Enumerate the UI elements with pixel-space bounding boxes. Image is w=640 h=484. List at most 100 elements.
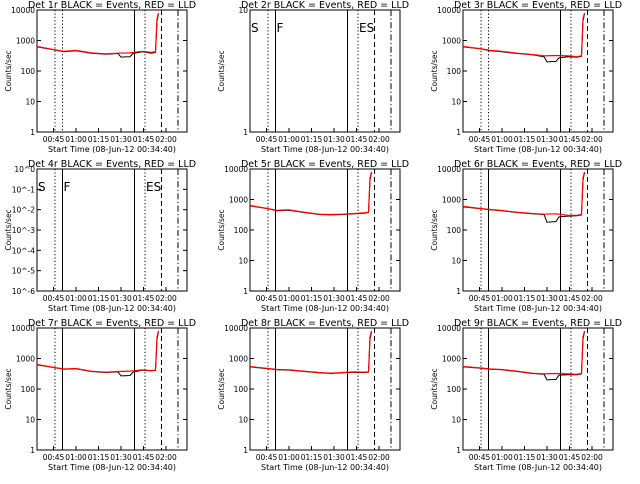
y-tick-label: 100	[447, 385, 462, 394]
x-tick-label: 01:45	[559, 294, 581, 303]
x-axis-label: Start Time (08-Jun-12 00:34:40)	[261, 304, 389, 313]
x-tick-label: 02:00	[581, 453, 603, 462]
x-tick-label: 01:00	[65, 453, 87, 462]
plot-frame	[36, 327, 188, 451]
y-tick-label: 10	[238, 416, 248, 425]
y-tick-label: 1	[30, 128, 35, 137]
x-tick-label: 01:45	[133, 135, 155, 144]
x-tick-label: 00:45	[469, 453, 491, 462]
series-lld	[36, 330, 160, 373]
chart-title: Det 2r BLACK = Events, RED = LLD	[241, 0, 409, 11]
series-lld	[36, 12, 160, 55]
x-tick-label: 01:15	[301, 294, 323, 303]
y-axis-label: Counts/sec	[217, 368, 226, 409]
y-tick-label: 1000	[229, 196, 248, 205]
y-tick-label: 10000	[224, 165, 248, 174]
series-lld	[249, 171, 373, 216]
x-tick-label: 02:00	[581, 294, 603, 303]
x-tick-label: 01:15	[514, 135, 536, 144]
detector-panel-2: Det 2r BLACK = Events, RED = LLD 1 10 00:45…	[217, 0, 409, 154]
y-tick-label: 10000	[11, 324, 35, 333]
plot-frame	[249, 9, 401, 133]
x-tick-label: 01:30	[110, 135, 132, 144]
x-tick-label: 01:45	[133, 294, 155, 303]
detector-panel-3: Det 3r BLACK = Events, RED = LLD 1 10 100 10…	[430, 0, 622, 154]
series-lld	[462, 330, 586, 375]
x-tick-label: 01:30	[323, 135, 345, 144]
detector-panel-1: Det 1r BLACK = Events, RED = LLD 1 10 100 10…	[4, 0, 196, 154]
y-tick-label: 100	[234, 226, 249, 235]
phase-marker: S	[251, 21, 259, 35]
x-axis-label: Start Time (08-Jun-12 00:34:40)	[474, 304, 602, 313]
x-tick-label: 00:45	[256, 453, 278, 462]
y-axis-label: Counts/sec	[4, 368, 13, 409]
x-tick-label: 02:00	[581, 135, 603, 144]
y-tick-label: 1000	[229, 355, 248, 364]
y-tick-label: 10^-5	[12, 267, 36, 276]
y-tick-label: 100	[234, 385, 249, 394]
x-axis-label: Start Time (08-Jun-12 00:34:40)	[261, 463, 389, 472]
y-tick-label: 1	[243, 128, 248, 137]
chart-title: Det 1r BLACK = Events, RED = LLD	[28, 0, 196, 11]
y-tick-label: 1000	[442, 196, 461, 205]
x-tick-label: 01:45	[346, 453, 368, 462]
x-tick-label: 00:45	[43, 135, 65, 144]
x-tick-label: 01:30	[110, 294, 132, 303]
plot-frame	[36, 168, 188, 292]
y-tick-label: 10	[25, 98, 35, 107]
y-tick-label: 1	[456, 446, 461, 455]
y-tick-label: 10^-6	[12, 287, 36, 296]
x-tick-label: 02:00	[155, 135, 177, 144]
x-axis-label: Start Time (08-Jun-12 00:34:40)	[261, 145, 389, 154]
y-tick-label: 100	[21, 67, 36, 76]
plot-frame	[249, 327, 401, 451]
plot-frame	[462, 327, 614, 451]
phase-marker: ES	[146, 180, 161, 194]
y-axis-label: Counts/sec	[217, 209, 226, 250]
y-tick-label: 1000	[442, 355, 461, 364]
x-tick-label: 01:00	[491, 135, 513, 144]
x-tick-label: 01:30	[323, 294, 345, 303]
detector-panel-5: Det 5r BLACK = Events, RED = LLD 1 10 100 10…	[217, 159, 409, 313]
chart-title: Det 7r BLACK = Events, RED = LLD	[28, 318, 196, 329]
y-tick-label: 10000	[224, 324, 248, 333]
x-tick-label: 01:00	[491, 453, 513, 462]
y-axis-label: Counts/sec	[4, 209, 13, 250]
chart-title: Det 4r BLACK = Events, RED = LLD	[28, 159, 196, 170]
plot-frame	[462, 168, 614, 292]
x-tick-label: 00:45	[256, 294, 278, 303]
y-tick-label: 10000	[437, 324, 461, 333]
plot-frame	[462, 9, 614, 133]
x-tick-label: 01:15	[514, 453, 536, 462]
y-tick-label: 10	[238, 6, 248, 15]
x-tick-label: 02:00	[368, 294, 390, 303]
x-tick-label: 01:15	[301, 135, 323, 144]
x-tick-label: 01:00	[278, 294, 300, 303]
series-lld	[249, 330, 373, 374]
y-axis-label: Counts/sec	[4, 50, 13, 91]
x-axis-label: Start Time (08-Jun-12 00:34:40)	[474, 463, 602, 472]
chart-title: Det 3r BLACK = Events, RED = LLD	[454, 0, 622, 11]
x-tick-label: 01:30	[536, 135, 558, 144]
chart-title: Det 5r BLACK = Events, RED = LLD	[241, 159, 409, 170]
x-tick-label: 01:00	[491, 294, 513, 303]
detector-panel-4: Det 4r BLACK = Events, RED = LLD 10^-6 10^…	[4, 159, 196, 313]
x-tick-label: 01:15	[88, 294, 110, 303]
y-tick-label: 10000	[437, 6, 461, 15]
y-tick-label: 10	[25, 416, 35, 425]
x-tick-label: 00:45	[256, 135, 278, 144]
x-tick-label: 01:45	[559, 453, 581, 462]
y-axis-label: Counts/sec	[430, 50, 439, 91]
series-lld	[462, 12, 586, 58]
y-axis-label: Counts/sec	[217, 50, 226, 91]
phase-marker: F	[64, 180, 71, 194]
detector-panel-8: Det 8r BLACK = Events, RED = LLD 1 10 100 10…	[217, 318, 409, 472]
x-tick-label: 01:45	[559, 135, 581, 144]
series-lld	[462, 171, 586, 216]
plot-frame	[36, 9, 188, 133]
y-axis-label: Counts/sec	[430, 209, 439, 250]
y-tick-label: 10^-3	[12, 226, 36, 235]
y-tick-label: 10^-4	[12, 246, 36, 255]
x-tick-label: 01:30	[323, 453, 345, 462]
